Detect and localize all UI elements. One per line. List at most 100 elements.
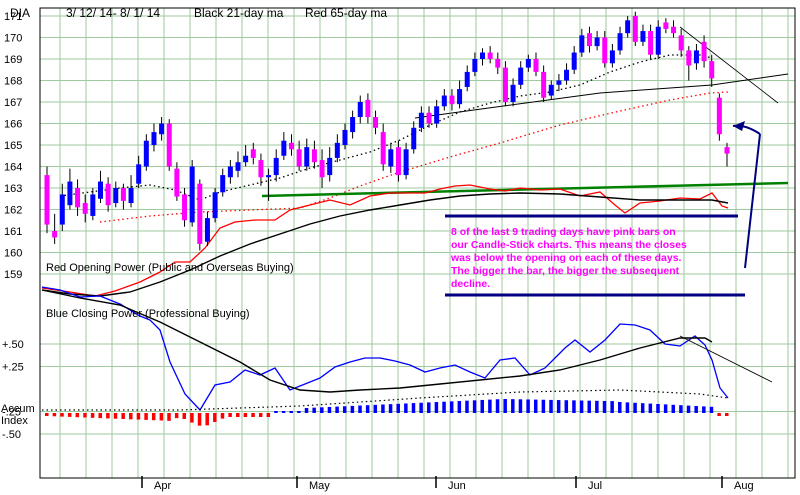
candle-body [724,147,730,154]
y-axis-labels: 159 160 161 162 163 164 165 166 167 168 169 170 171 +… [2,11,24,441]
accum-bar [388,404,393,413]
candle-body [296,149,302,167]
candle-body [426,112,432,124]
accum-bar [480,399,485,413]
accum-bar [503,399,507,413]
candle-body [235,162,241,171]
accum-bar [373,404,378,413]
accum-bar [541,399,546,413]
y-tick-label: 160 [4,248,22,260]
accum-bar [129,413,133,420]
candle-body [395,147,401,176]
accum-bar [274,411,278,413]
accum-bar [174,413,179,419]
candle-body [105,183,111,206]
candle-body [541,71,547,98]
month-label: Jun [448,480,466,492]
accum-bar [556,400,561,413]
candle-body [609,50,615,64]
accum-bar [144,413,148,420]
accum-bar [419,402,423,413]
accum-bar [526,399,530,413]
candle-body [319,160,325,178]
annotation-text: 8 of the last 9 trading days have pink b… [450,226,687,290]
y-tick-label: 159 [4,269,22,281]
accum-bar [289,411,293,413]
y-tick-label: 162 [4,205,22,217]
blue-closing-power-label: Blue Closing Power (Professional Buying) [46,308,250,320]
opening-power-ma [41,192,729,297]
accum-bar [694,406,698,413]
note-line-4: The bigger the bar, the bigger the subse… [451,265,680,277]
candle-body [182,194,188,221]
candle-body [457,89,463,105]
y-tick-label: 163 [4,183,22,195]
legend-red: Red 65-day ma [305,6,387,20]
candlesticks [44,11,730,251]
candle-body [151,132,157,145]
candle-body [686,50,692,66]
accum-bar [213,413,217,422]
resistance-line [414,73,789,119]
candle-body [472,59,478,72]
note-line-1: 8 of the last 9 trading days have pink b… [451,226,676,238]
accum-bar [312,407,316,413]
accum-bar [297,411,301,413]
accum-bar [656,404,660,413]
candle-body [136,164,142,184]
y-tick-label: 168 [4,76,22,88]
accum-bar [633,402,637,413]
candle-body [487,52,493,59]
accum-bar [67,413,72,417]
accum-bar [640,403,645,413]
index-label: Index [1,415,28,427]
candle-body [441,95,447,107]
accum-bar [618,402,622,413]
accum-bar [472,400,477,413]
candle-body [189,166,195,223]
candle-body [640,31,646,42]
accum-bar [113,413,118,419]
title-date-range: 3/ 12/ 14- 8/ 1/ 14 [66,6,160,20]
accum-bar [106,413,110,419]
note-line-5: decline. [451,278,490,290]
candle-body [113,188,119,204]
candle-body [678,35,684,51]
red-opening-power [41,184,729,297]
candle-body [533,59,539,72]
accum-bar [98,413,102,419]
candle-body [273,157,279,176]
y-tick-label: 171 [4,11,22,23]
month-label: Aug [734,480,754,492]
month-label: May [309,480,330,492]
accum-bar [358,405,362,413]
accum-bar [342,406,347,413]
note-line-3: was below the opening on each of these d… [450,252,682,264]
grid [39,7,796,479]
candle-body [571,52,577,70]
candle-body [311,149,317,163]
accum-bar [709,406,714,413]
candle-body [204,218,210,242]
accum-bar [671,404,676,413]
arrow-shaft [744,133,761,269]
candle-body [556,80,562,85]
candle-body [510,84,516,102]
candle-body [579,35,585,53]
accum-bar [442,401,446,413]
accum-bar [381,404,385,413]
candle-body [75,188,81,208]
candle-body [411,127,417,150]
accum-bar [434,402,439,413]
candle-body [449,95,455,105]
candle-body [220,175,226,193]
red-opening-power-label: Red Opening Power (Public and Overseas B… [46,262,294,274]
candle-body [671,26,677,34]
candle-body [625,20,631,34]
candle-body [357,102,363,118]
accum-bar [228,413,232,417]
accum-bar [610,401,614,413]
accum-bar [320,407,324,413]
accum-bar [220,413,225,419]
x-axis-labels: Apr May Jun Jul Aug [141,476,754,492]
